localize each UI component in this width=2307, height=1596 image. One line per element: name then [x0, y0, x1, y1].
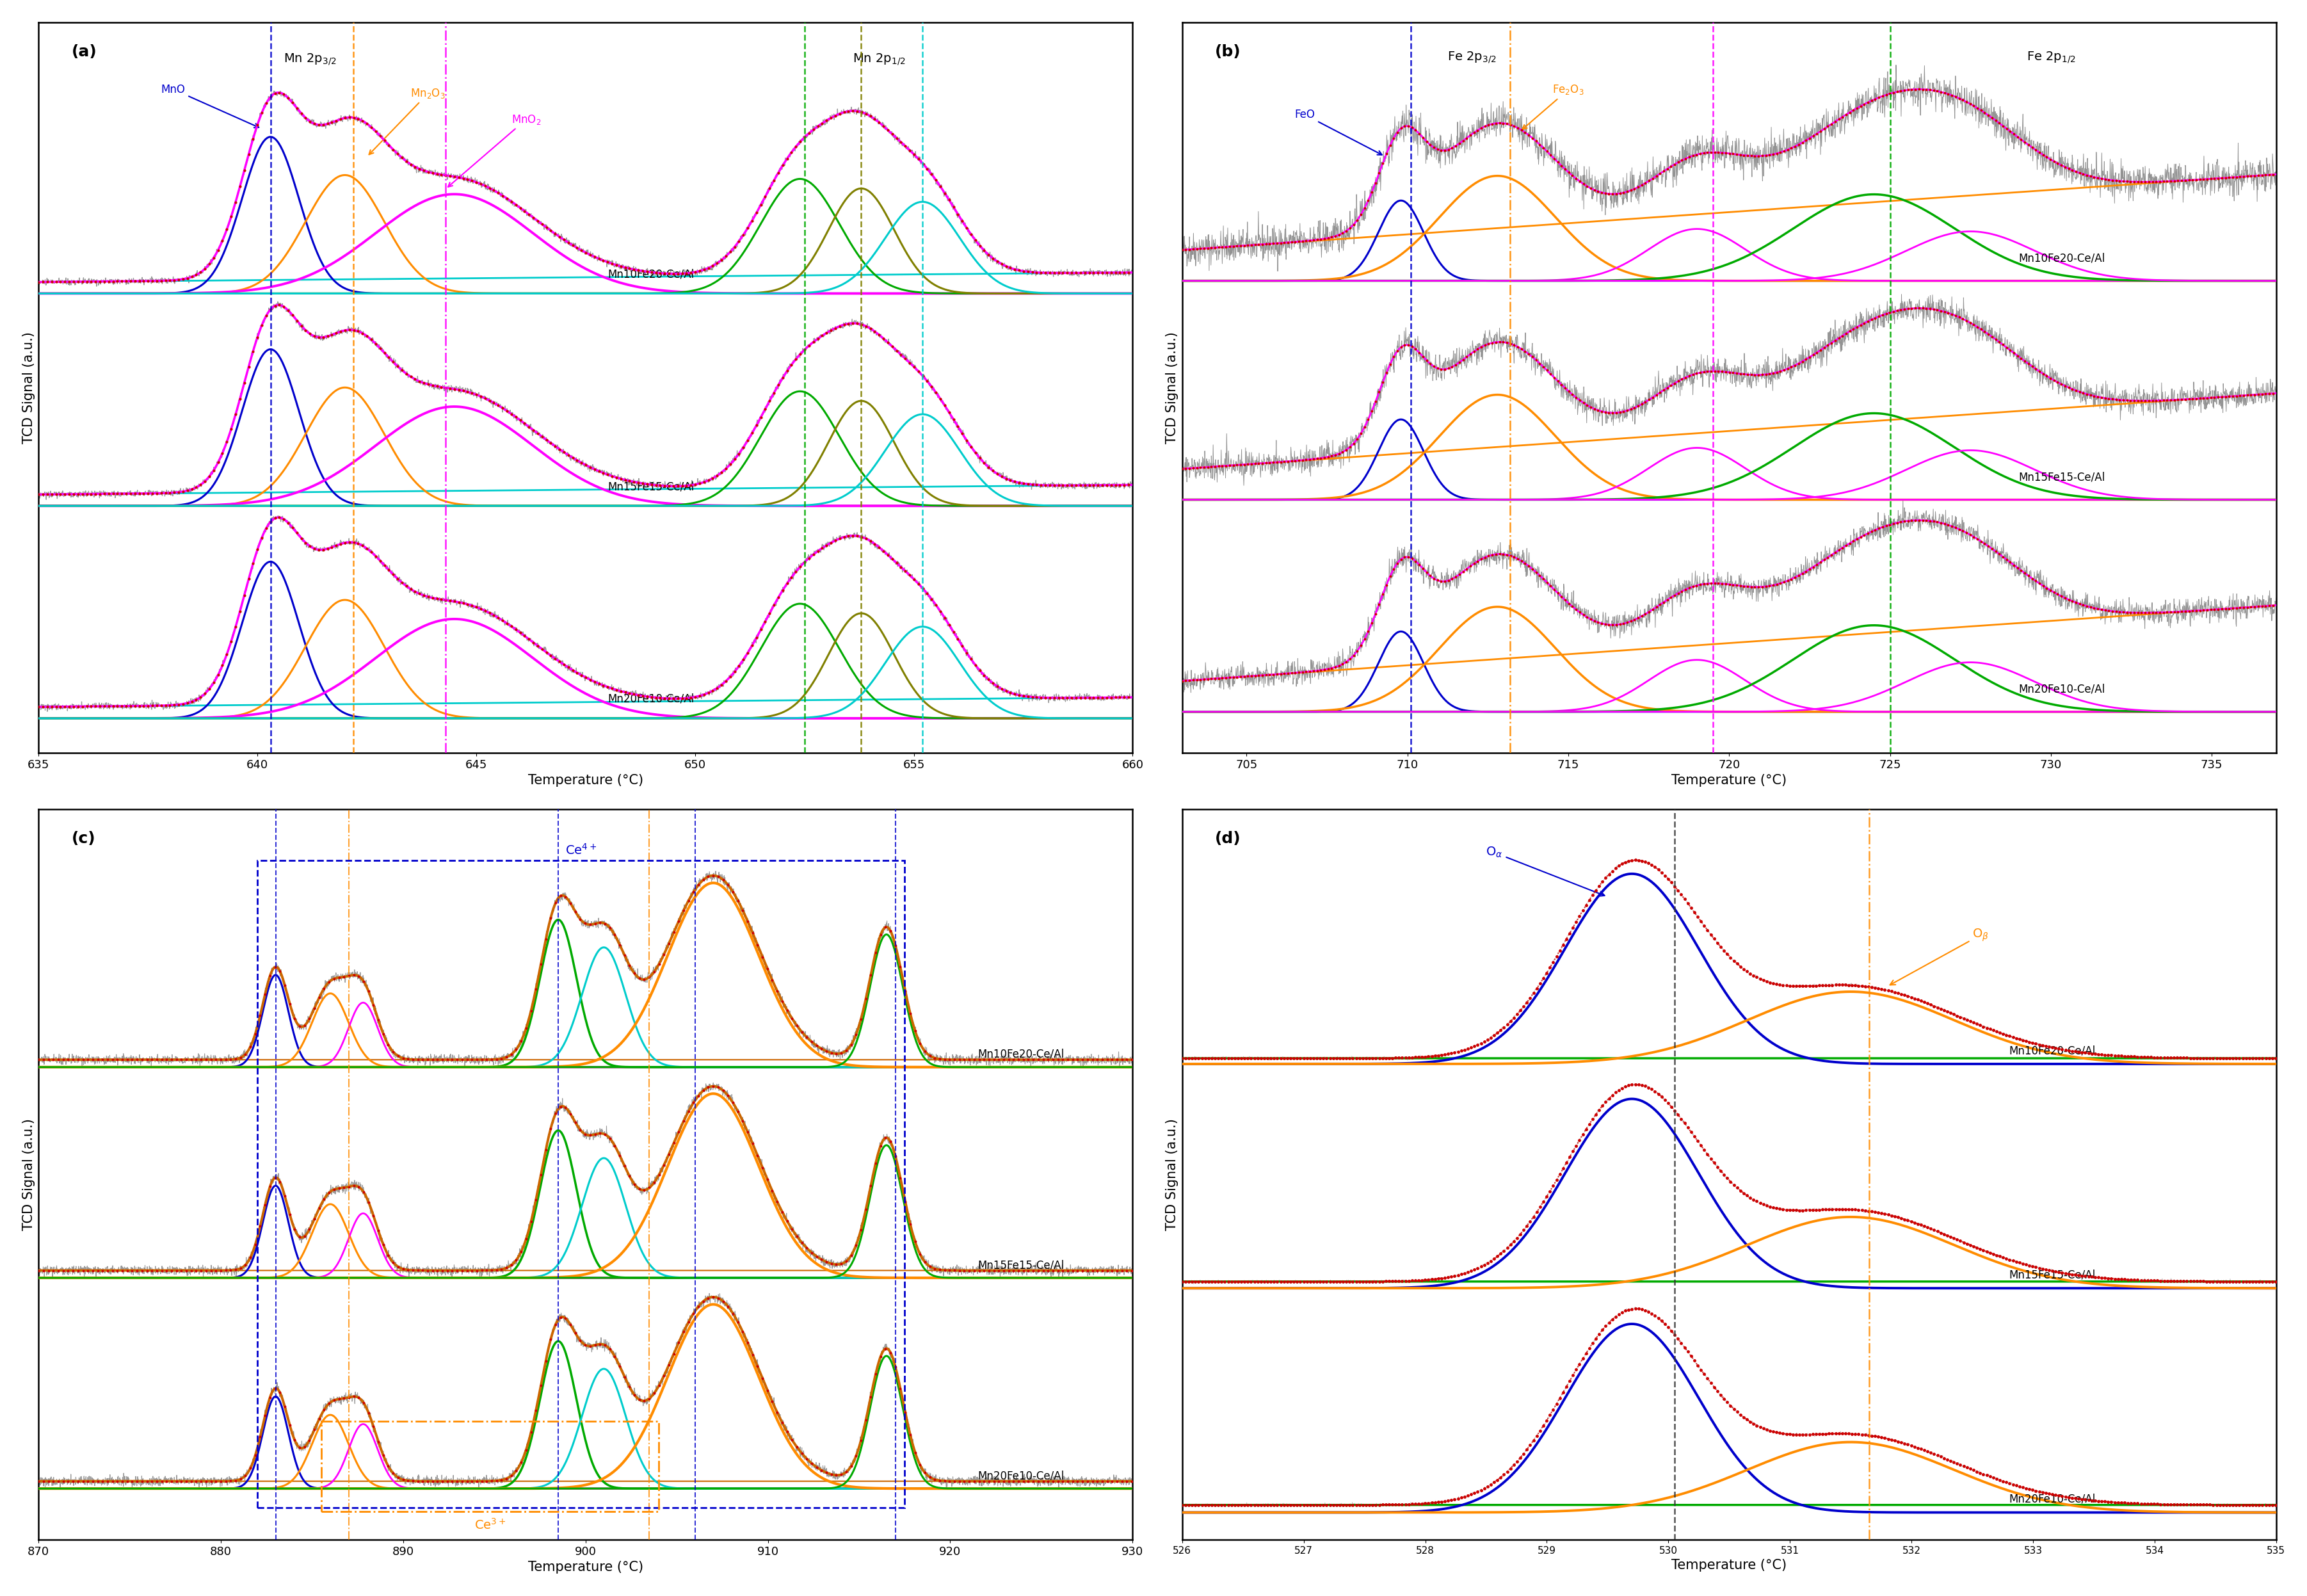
Y-axis label: TCD Signal (a.u.): TCD Signal (a.u.) — [1165, 1119, 1179, 1231]
Text: Fe 2p$_{1/2}$: Fe 2p$_{1/2}$ — [2026, 49, 2074, 65]
Text: Fe 2p$_{3/2}$: Fe 2p$_{3/2}$ — [1446, 49, 1495, 65]
Text: MnO: MnO — [161, 83, 258, 128]
Text: (c): (c) — [72, 832, 95, 846]
Text: Mn15Fe15-Ce/Al: Mn15Fe15-Ce/Al — [2019, 471, 2104, 484]
Text: Mn15Fe15-Ce/Al: Mn15Fe15-Ce/Al — [978, 1259, 1064, 1270]
Text: Mn15Fe15-Ce/Al: Mn15Fe15-Ce/Al — [607, 480, 694, 493]
Text: Ce$^{4+}$: Ce$^{4+}$ — [565, 843, 598, 857]
Text: MnO$_2$: MnO$_2$ — [448, 113, 540, 187]
X-axis label: Temperature (°C): Temperature (°C) — [528, 1561, 644, 1574]
Text: (d): (d) — [1213, 832, 1241, 846]
Y-axis label: TCD Signal (a.u.): TCD Signal (a.u.) — [1165, 332, 1179, 444]
Text: Mn$_2$O$_3$: Mn$_2$O$_3$ — [369, 86, 445, 155]
Text: (b): (b) — [1213, 45, 1241, 59]
Text: Mn15Fe15-Ce/Al: Mn15Fe15-Ce/Al — [2007, 1269, 2095, 1280]
Text: Fe$_2$O$_3$: Fe$_2$O$_3$ — [1523, 83, 1583, 129]
Bar — [321, 1422, 657, 1511]
Text: Mn 2p$_{1/2}$: Mn 2p$_{1/2}$ — [851, 53, 904, 67]
Text: Mn20Fe10-Ce/Al: Mn20Fe10-Ce/Al — [2007, 1494, 2095, 1505]
Text: FeO: FeO — [1294, 109, 1382, 155]
Bar — [258, 860, 904, 1508]
Text: O$_{\beta}$: O$_{\beta}$ — [1889, 927, 1989, 985]
Text: Mn10Fe20-Ce/Al: Mn10Fe20-Ce/Al — [978, 1049, 1064, 1060]
Text: Mn 2p$_{3/2}$: Mn 2p$_{3/2}$ — [284, 53, 337, 67]
Text: (a): (a) — [72, 45, 97, 59]
Text: Ce$^{3+}$: Ce$^{3+}$ — [473, 1518, 505, 1532]
Text: Mn10Fe20-Ce/Al: Mn10Fe20-Ce/Al — [607, 268, 694, 279]
Text: Mn10Fe20-Ce/Al: Mn10Fe20-Ce/Al — [2007, 1045, 2095, 1057]
Text: Mn20Fe10-Ce/Al: Mn20Fe10-Ce/Al — [978, 1470, 1064, 1481]
X-axis label: Temperature (°C): Temperature (°C) — [528, 774, 644, 787]
X-axis label: Temperature (°C): Temperature (°C) — [1670, 1559, 1786, 1572]
Text: Mn20Fe10-Ce/Al: Mn20Fe10-Ce/Al — [2019, 683, 2104, 696]
X-axis label: Temperature (°C): Temperature (°C) — [1670, 774, 1786, 787]
Text: Mn20Fe10-Ce/Al: Mn20Fe10-Ce/Al — [607, 693, 694, 705]
Y-axis label: TCD Signal (a.u.): TCD Signal (a.u.) — [23, 332, 35, 444]
Text: O$_{\alpha}$: O$_{\alpha}$ — [1486, 846, 1603, 895]
Text: Mn10Fe20-Ce/Al: Mn10Fe20-Ce/Al — [2019, 252, 2104, 265]
Y-axis label: TCD Signal (a.u.): TCD Signal (a.u.) — [23, 1119, 35, 1231]
